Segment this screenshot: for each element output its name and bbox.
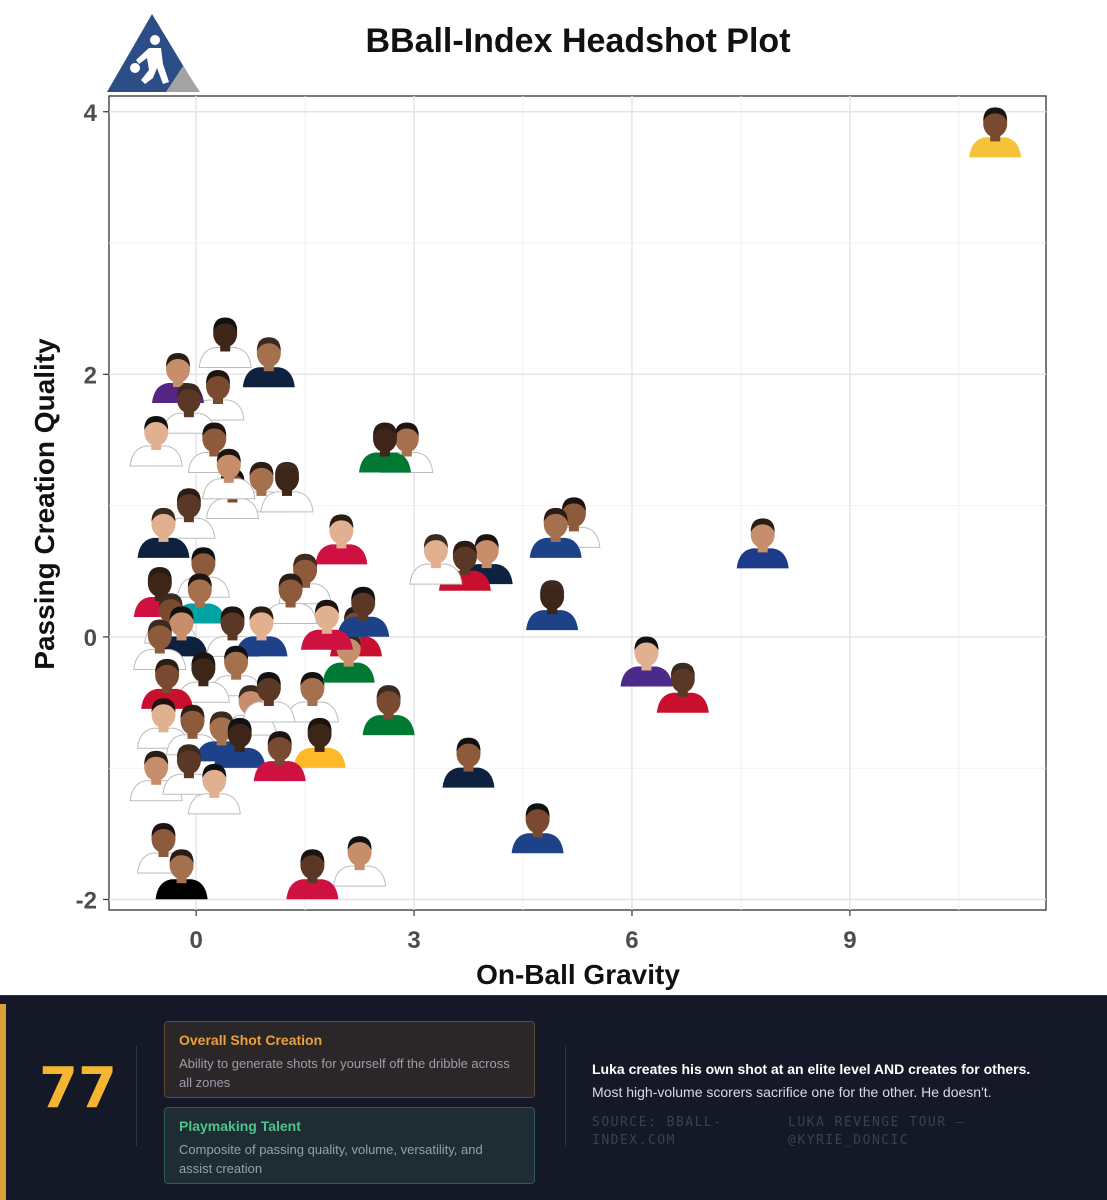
metric-card-title: Playmaking Talent [179, 1118, 301, 1134]
score-value: 77 [39, 1056, 117, 1121]
player-headshot-icon [620, 636, 673, 687]
player-headshot-icon [359, 422, 411, 473]
player-headshot-icon [511, 803, 564, 854]
y-tick-label: 4 [84, 100, 98, 127]
accent-bar [0, 1004, 6, 1200]
player-headshot-icon [198, 317, 252, 368]
player-headshot-icon [969, 107, 1022, 158]
summary-line-1: Luka creates his own shot at an elite le… [592, 1061, 1031, 1077]
summary-line-2: Most high-volume scorers sacrifice one f… [592, 1084, 992, 1100]
metric-card-desc: Composite of passing quality, volume, ve… [179, 1142, 483, 1176]
player-headshot-icon [409, 534, 463, 585]
player-headshot-icon [264, 573, 318, 624]
y-tick-label: 0 [84, 625, 97, 652]
player-headshot-icon [293, 717, 346, 768]
player-headshot-icon [176, 652, 230, 703]
x-axis-label: On-Ball Gravity [476, 959, 680, 990]
x-tick-label: 3 [407, 927, 420, 954]
player-headshot-icon [155, 849, 208, 900]
player-headshot-icon [285, 672, 339, 723]
player-headshot-icon [300, 599, 353, 650]
author-credit: Luka Revenge Tour — @kyrie_doncic [788, 1115, 966, 1148]
bball-index-logo [107, 14, 200, 92]
player-headshot-icon [286, 849, 339, 900]
y-tick-label: 2 [84, 362, 97, 389]
x-tick-label: 9 [843, 927, 856, 954]
metric-card-title: Overall Shot Creation [179, 1032, 323, 1048]
player-headshot-icon [129, 416, 183, 467]
x-tick-label: 0 [189, 927, 202, 954]
player-headshot-icon [656, 662, 709, 713]
axis-ticks: 0 3 6 9 -2 0 2 4 [76, 100, 857, 954]
source-credit: Source: BBall-Index.com [592, 1115, 723, 1148]
y-axis-label: Passing Creation Quality [29, 338, 60, 670]
player-headshot-icon [235, 606, 288, 657]
player-headshot-icon [460, 534, 513, 585]
info-panel: 77 Overall Shot Creation Ability to gene… [0, 995, 1107, 1200]
data-points [129, 107, 1022, 900]
player-headshot-icon [442, 737, 495, 788]
summary-note: Luka creates his own shot at an elite le… [592, 1058, 1082, 1104]
player-headshot-icon [162, 488, 216, 539]
metric-card-playmaking: Playmaking Talent Composite of passing q… [164, 1107, 535, 1184]
metric-card-desc: Ability to generate shots for yourself o… [179, 1056, 510, 1090]
player-headshot-icon [315, 514, 368, 565]
chart-title: BBall-Index Headshot Plot [365, 22, 790, 60]
divider [565, 1046, 566, 1146]
player-headshot-icon [337, 586, 390, 637]
player-headshot-icon [242, 337, 295, 388]
player-headshot-icon [253, 731, 306, 782]
x-tick-label: 6 [625, 927, 638, 954]
player-headshot-icon [213, 717, 266, 768]
player-headshot-icon [333, 836, 387, 887]
y-tick-label: -2 [76, 887, 97, 914]
player-headshot-icon [202, 448, 256, 500]
player-headshot-icon [736, 518, 789, 569]
player-headshot-icon [526, 580, 579, 631]
player-headshot-icon [260, 461, 314, 513]
chart-area: BBall-Index Headshot Plot 0 3 6 9 -2 0 2 4 On-B… [29, 14, 1047, 990]
divider [136, 1046, 137, 1146]
player-headshot-icon [362, 685, 415, 736]
metric-card-shot-creation: Overall Shot Creation Ability to generat… [164, 1021, 535, 1098]
player-headshot-icon [529, 507, 582, 558]
scatter-chart: BBall-Index Headshot Plot 0 3 6 9 -2 0 2 4 On-B… [29, 22, 1047, 990]
player-headshot-icon [242, 672, 296, 723]
player-headshot-icon [137, 507, 190, 558]
player-headshot-icon [187, 763, 241, 815]
